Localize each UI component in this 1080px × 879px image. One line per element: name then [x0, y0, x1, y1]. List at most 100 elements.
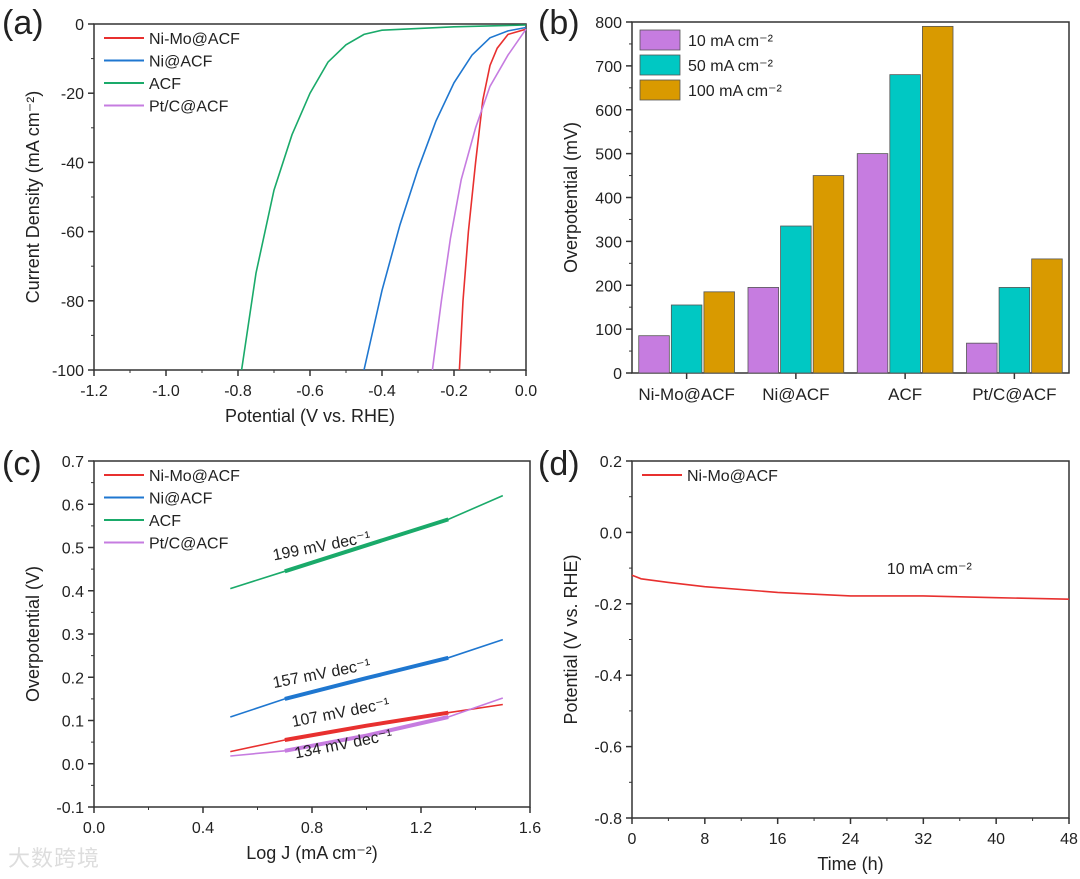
tafel-slope-label: 134 mV dec⁻¹: [293, 727, 394, 763]
bar-Ni-Mo@ACF-1: [670, 304, 703, 374]
x-tick-label: 40: [987, 831, 1005, 848]
legend-label: 100 mA cm⁻²: [688, 83, 782, 100]
x-tick-label: 0.0: [515, 383, 537, 400]
legend-swatch: [639, 29, 681, 51]
x-tick-label: 1.6: [519, 820, 541, 837]
y-tick-label: -0.2: [594, 597, 622, 614]
y-tick-label: 0: [613, 366, 622, 383]
watermark: 大数跨境: [8, 847, 101, 872]
x-tick-label: 0.8: [301, 820, 323, 837]
x-tick-label: 48: [1060, 831, 1078, 848]
bar-Pt/C@ACF-0: [966, 342, 998, 374]
series-line-Ni-Mo@ACF: [458, 28, 527, 371]
y-tick-label: -80: [61, 294, 84, 311]
legend-label: 10 mA cm⁻²: [688, 33, 774, 50]
y-tick-label: -100: [52, 363, 84, 380]
x-tick-label: 0.4: [192, 820, 214, 837]
fit-line-Ni-Mo@ACF: [284, 710, 449, 742]
x-axis-label: Potential (V vs. RHE): [225, 406, 395, 426]
legend-label: Ni@ACF: [149, 54, 213, 71]
legend-label: 50 mA cm⁻²: [688, 58, 774, 75]
y-tick-label: 0.7: [62, 454, 84, 471]
bar-Ni@ACF-0: [747, 287, 779, 374]
y-tick-label: 0.2: [600, 454, 622, 471]
legend-label: Pt/C@ACF: [149, 536, 229, 553]
fit-line-Ni@ACF: [284, 655, 449, 701]
y-tick-label: 0.4: [62, 584, 84, 601]
legend-swatch: [639, 79, 681, 101]
x-tick-label: 0.0: [83, 820, 105, 837]
legend-label: Ni@ACF: [149, 491, 213, 508]
panel-label: (d): [538, 445, 580, 483]
panel-a: (a) -100 -80 -60 -40 -20 0 Current Density (mA …: [2, 4, 537, 426]
y-tick-label: 800: [595, 15, 622, 32]
legend-label: ACF: [149, 513, 181, 530]
x-tick-label: 24: [842, 831, 860, 848]
series-line-Ni-Mo@ACF: [631, 574, 1070, 600]
y-tick-label: 0.0: [600, 525, 622, 542]
x-tick-label: 1.2: [410, 820, 432, 837]
x-axis-label: Time (h): [817, 854, 883, 874]
y-tick-label: 400: [595, 191, 622, 208]
bar-ACF-1: [889, 74, 921, 374]
tafel-slope-label: 157 mV dec⁻¹: [271, 656, 372, 692]
bar-Pt/C@ACF-2: [1031, 258, 1063, 374]
y-tick-label: 0: [75, 17, 84, 34]
legend-label: ACF: [149, 76, 181, 93]
x-tick-label: 16: [769, 831, 787, 848]
x-axis-label: Log J (mA cm⁻²): [246, 843, 378, 863]
y-tick-label: 600: [595, 103, 622, 120]
x-tick-label: 0: [628, 831, 637, 848]
legend-label: Pt/C@ACF: [149, 99, 229, 116]
current-density-annotation: 10 mA cm⁻²: [887, 561, 973, 578]
y-tick-label: -60: [61, 225, 84, 242]
y-axis-label: Overpotential (V): [23, 566, 43, 702]
bar-ACF-0: [856, 153, 889, 374]
y-axis-label: Current Density (mA cm⁻²): [23, 91, 43, 304]
bar-Pt/C@ACF-1: [998, 287, 1031, 374]
panel-label: (b): [538, 4, 580, 42]
y-tick-label: -0.4: [594, 668, 622, 685]
y-tick-label: 0.1: [62, 714, 84, 731]
x-tick-label: -0.4: [368, 383, 396, 400]
legend-label: Ni-Mo@ACF: [149, 468, 240, 485]
y-tick-label: -0.8: [594, 811, 622, 828]
y-tick-label: 100: [595, 322, 622, 339]
bar-Ni-Mo@ACF-2: [703, 291, 735, 374]
y-tick-label: 0.6: [62, 497, 84, 514]
y-tick-label: 200: [595, 278, 622, 295]
y-tick-label: -40: [61, 155, 84, 172]
fit-line-Pt/C@ACF: [284, 715, 449, 753]
y-tick-label: 0.2: [62, 670, 84, 687]
x-tick-label: 32: [914, 831, 932, 848]
panel-c: (c) -0.1 0.0 0.1 0.2 0.3 0.4 0.5 0.6 0.7 Overpoten…: [2, 445, 541, 863]
y-tick-label: 0.5: [62, 541, 84, 558]
y-tick-label: -0.1: [56, 800, 84, 817]
y-tick-label: 0.0: [62, 757, 84, 774]
panel-label: (a): [2, 4, 44, 42]
x-tick-label: ACF: [888, 385, 922, 404]
x-tick-label: -0.8: [224, 383, 252, 400]
x-tick-label: -1.2: [80, 383, 108, 400]
y-tick-label: -0.6: [594, 740, 622, 757]
y-axis-label: Potential (V vs. RHE): [561, 554, 581, 724]
series-line-Pt/C@ACF: [431, 28, 527, 371]
panel-label: (c): [2, 445, 42, 483]
x-tick-label: -0.6: [296, 383, 324, 400]
panel-b: (b) 0 100 200 300 400 500 600 700 800 Overpotentia…: [538, 4, 1070, 404]
y-tick-label: 300: [595, 234, 622, 251]
panel-d: (d) -0.8 -0.6 -0.4 -0.2 0.0 0.2 Potential (V vs…: [538, 445, 1078, 874]
x-tick-label: -0.2: [440, 383, 468, 400]
x-tick-label: Ni@ACF: [762, 385, 829, 404]
bar-Ni-Mo@ACF-0: [638, 335, 670, 374]
y-tick-label: 500: [595, 147, 622, 164]
series-line-ACF: [240, 24, 527, 371]
x-tick-label: -1.0: [152, 383, 180, 400]
y-axis-label: Overpotential (mV): [561, 122, 581, 273]
series-line-Ni@ACF: [363, 26, 527, 371]
legend-label: Ni-Mo@ACF: [687, 468, 778, 485]
bar-ACF-2: [922, 25, 954, 374]
x-tick-label: Ni-Mo@ACF: [638, 385, 735, 404]
y-tick-label: -20: [61, 86, 84, 103]
